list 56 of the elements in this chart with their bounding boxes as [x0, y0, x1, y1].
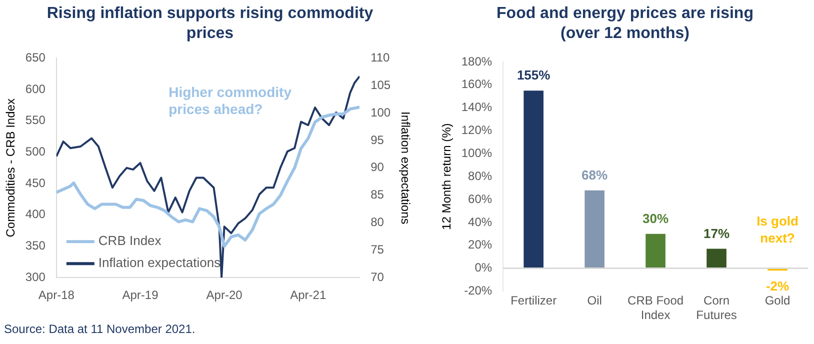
source-note: Source: Data at 11 November 2021.	[4, 322, 196, 336]
x-tick-label: Apr-21	[290, 288, 326, 302]
y2-axis-title: Inflation expectations	[398, 112, 412, 224]
bar	[584, 190, 604, 268]
y-axis-title: 12 Month return (%)	[440, 123, 454, 230]
y-tick-label: 500	[25, 144, 46, 159]
y-tick-label: 300	[25, 270, 46, 284]
chart-title: Food and energy prices are rising (over 12 months)	[496, 4, 754, 44]
x-tick-label: Apr-18	[38, 288, 75, 302]
y-tick-label: -20%	[464, 284, 492, 298]
y-tick-label: 450	[25, 176, 46, 190]
x-tick-label: Apr-20	[206, 288, 243, 302]
y-tick-label: 140%	[461, 100, 492, 114]
y-tick-label: 160%	[461, 77, 492, 92]
data-label: 30%	[642, 210, 669, 226]
y2-tick-label: 70	[370, 270, 384, 284]
bar	[706, 248, 726, 268]
y-axis-title: Commodities - CRB Index	[4, 98, 18, 238]
y-tick-label: 550	[25, 113, 46, 128]
bar	[646, 234, 666, 268]
y2-tick-label: 95	[370, 132, 384, 147]
y-tick-label: 600	[25, 82, 46, 96]
y2-tick-label: 100	[370, 105, 391, 120]
y-tick-label: 100%	[461, 146, 492, 160]
y-tick-label: 120%	[461, 123, 492, 138]
annotation: Higher commodity prices ahead?	[168, 84, 292, 118]
y-tick-label: 400	[25, 207, 46, 222]
x-tick-label: Oil	[587, 294, 602, 308]
legend-label: Inflation expectations	[98, 255, 222, 270]
x-tick-label: Gold	[764, 294, 790, 308]
y-tick-label: 350	[25, 238, 46, 253]
y-tick-label: 20%	[468, 238, 492, 252]
x-tick-label: Corn Futures	[696, 294, 737, 322]
y-tick-label: 0%	[474, 260, 492, 275]
y2-tick-label: 75	[370, 242, 384, 256]
x-tick-label: Fertilizer	[510, 294, 557, 308]
y2-tick-label: 90	[370, 160, 384, 174]
bar	[524, 90, 544, 268]
y-tick-label: 60%	[468, 192, 492, 206]
y-tick-label: 80%	[468, 168, 492, 183]
y-tick-label: 650	[25, 50, 46, 65]
y-tick-label: 180%	[461, 54, 492, 68]
x-tick-label: Apr-19	[122, 288, 159, 302]
legend-label: CRB Index	[98, 233, 162, 248]
data-label: -2%	[766, 278, 790, 294]
y-tick-label: 40%	[468, 214, 492, 229]
y2-tick-label: 105	[370, 78, 391, 92]
data-label: 155%	[516, 68, 551, 83]
annotation: Is gold next?	[756, 213, 799, 246]
data-label: 17%	[704, 226, 730, 241]
y2-tick-label: 80	[370, 215, 384, 230]
y2-tick-label: 110	[370, 50, 390, 65]
y2-tick-label: 85	[370, 188, 384, 202]
chart-title: Rising inflation supports rising commodity prices	[46, 4, 374, 44]
x-tick-label: CRB Food Index	[628, 294, 684, 322]
data-label: 68%	[582, 167, 608, 182]
